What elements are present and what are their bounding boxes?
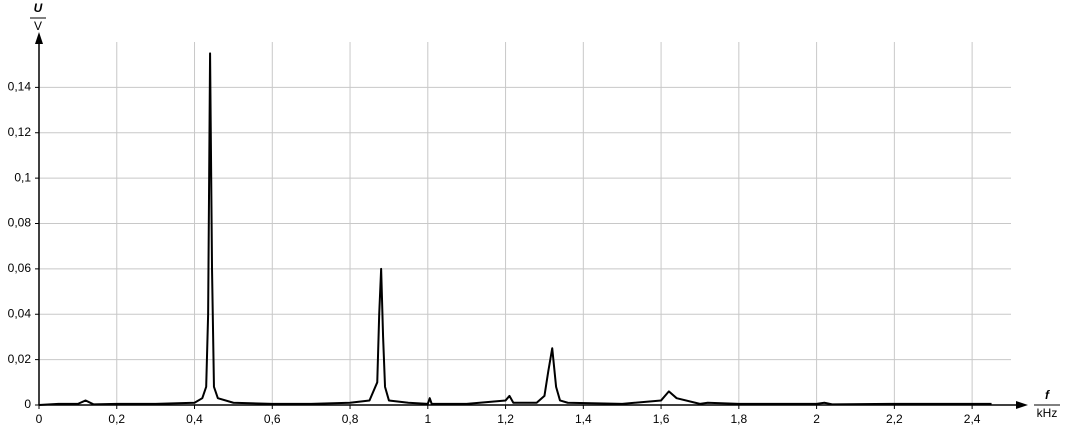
y-tick-label: 0,02 <box>8 352 32 366</box>
x-tick-label: 2,2 <box>886 412 903 426</box>
x-tick-label: 1,8 <box>730 412 747 426</box>
x-tick-label: 0,6 <box>264 412 281 426</box>
x-tick-label: 0,2 <box>108 412 125 426</box>
y-tick-label: 0,08 <box>8 216 32 230</box>
x-tick-label: 0,8 <box>342 412 359 426</box>
x-label-unit: kHz <box>1037 406 1058 420</box>
y-tick-label: 0,04 <box>8 306 32 320</box>
y-tick-label: 0,1 <box>14 170 31 184</box>
x-label-symbol: f <box>1045 388 1050 402</box>
y-label-symbol: U <box>34 1 43 15</box>
x-tick-label: 1,4 <box>575 412 592 426</box>
y-tick-label: 0,14 <box>8 80 32 94</box>
y-axis-arrow <box>35 32 43 44</box>
spectrum-line <box>38 52 992 406</box>
x-tick-label: 2,4 <box>964 412 981 426</box>
x-tick-label: 0,4 <box>186 412 203 426</box>
x-tick-label: 1,6 <box>653 412 670 426</box>
y-tick-label: 0,12 <box>8 125 32 139</box>
y-label-unit: V <box>34 19 42 33</box>
x-tick-label: 2 <box>813 412 820 426</box>
x-tick-label: 1 <box>424 412 431 426</box>
x-tick-label: 1,2 <box>497 412 514 426</box>
x-axis-arrow <box>1016 401 1028 409</box>
x-tick-label: 0 <box>36 412 43 426</box>
y-tick-label: 0 <box>24 397 31 411</box>
y-tick-label: 0,06 <box>8 261 32 275</box>
